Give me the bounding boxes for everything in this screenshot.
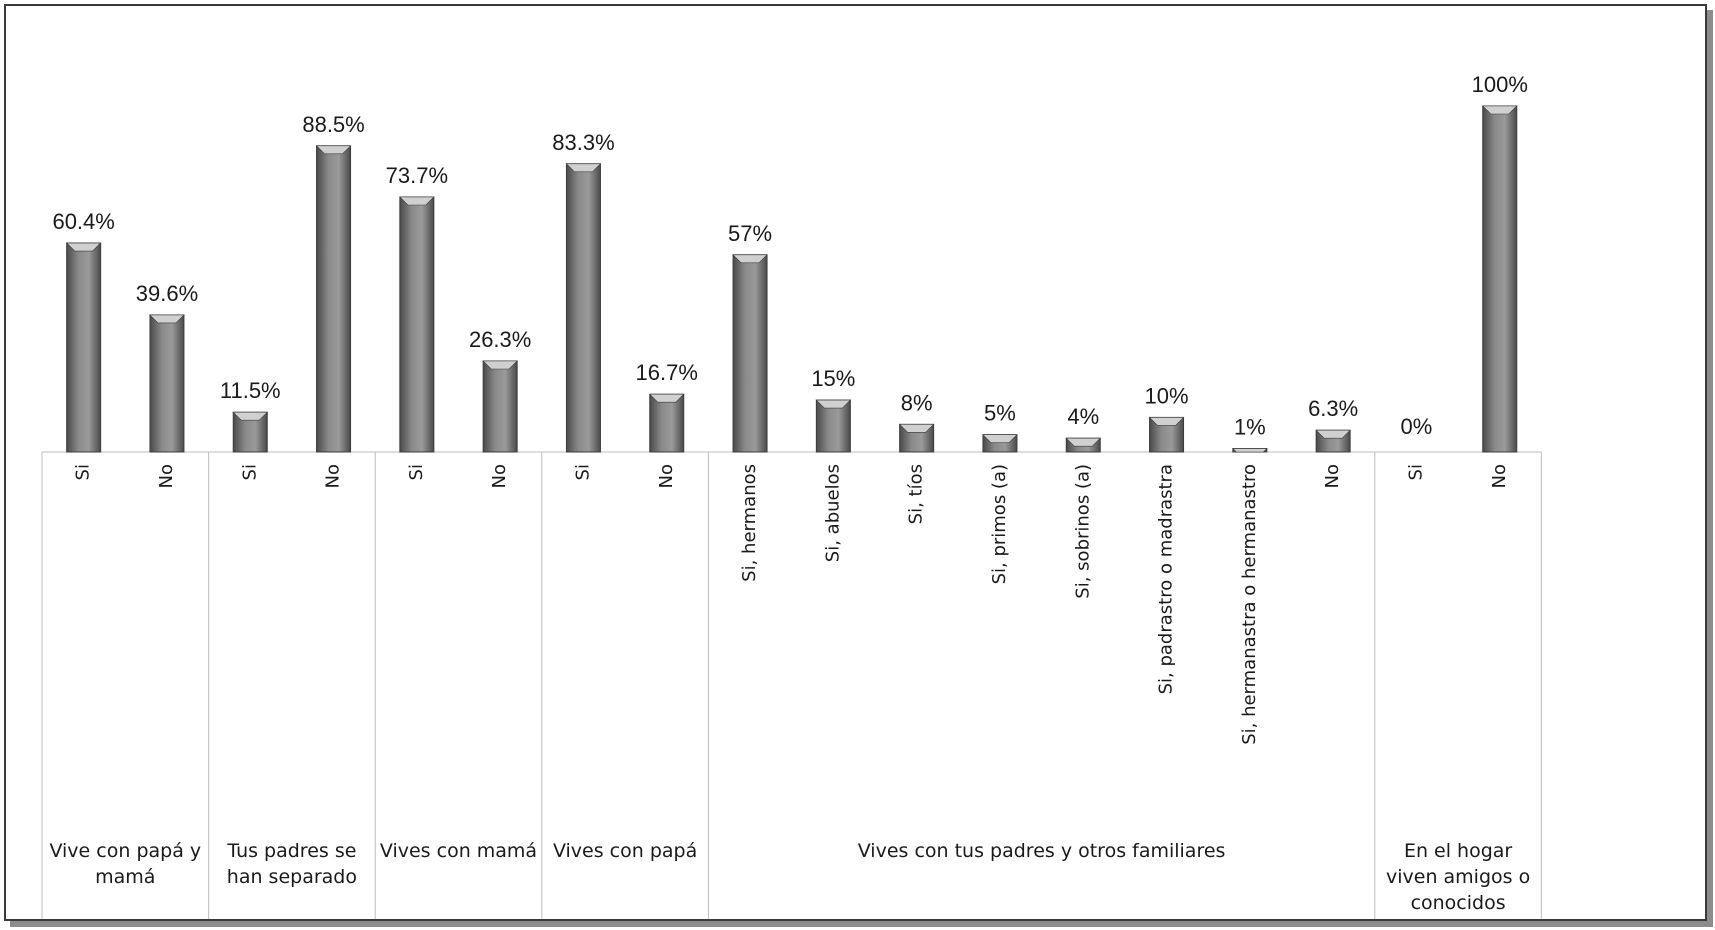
category-tick-label: Si, abuelos <box>822 464 843 562</box>
bar <box>1482 105 1518 453</box>
bar <box>815 399 852 453</box>
bar <box>1148 416 1185 453</box>
category-tick-label: Si, hermanos <box>739 464 760 582</box>
bar <box>898 423 935 453</box>
bar <box>649 393 685 453</box>
category-tick-label: Si, tíos <box>906 464 927 524</box>
bar <box>149 314 185 453</box>
category-tick-label: No <box>1489 464 1510 488</box>
bar <box>232 411 268 453</box>
chart-frame: 60.4% Si 39.6% No 11.5% Si 88.5% No 73.7% Si 26.3%… <box>4 4 1707 921</box>
group-label: Vives con papá <box>552 840 698 862</box>
bar <box>399 196 435 453</box>
data-label: 6.3% <box>1308 396 1358 421</box>
category-tick-label: No <box>1322 464 1343 488</box>
data-label: 8% <box>901 390 933 415</box>
data-label: 39.6% <box>136 281 198 306</box>
data-label: 57% <box>728 221 772 246</box>
data-label: 10% <box>1145 383 1189 408</box>
bar <box>482 360 518 453</box>
category-tick-label: No <box>656 464 677 488</box>
bar <box>732 254 768 453</box>
bar <box>982 434 1018 453</box>
bar <box>315 145 352 453</box>
category-tick-label: Si, padrastro o madrastra <box>1156 464 1177 694</box>
data-label: 1% <box>1234 415 1266 440</box>
bar <box>1065 437 1101 453</box>
category-tick-label: Si <box>239 464 260 480</box>
group-label: En el hogar viven amigos o conocidos <box>1385 840 1531 914</box>
category-tick-label: Si, primos (a) <box>989 464 1010 584</box>
data-label: 0% <box>1401 414 1433 439</box>
data-label: 100% <box>1472 72 1528 97</box>
bar-chart: 60.4% Si 39.6% No 11.5% Si 88.5% No 73.7% Si 26.3%… <box>41 72 1542 919</box>
category-tick-label: No <box>156 464 177 488</box>
data-label: 11.5% <box>220 378 281 403</box>
bar <box>1315 429 1351 453</box>
data-label: 60.4% <box>52 209 114 234</box>
group-label: Tus padres se han separado <box>226 840 357 888</box>
bar <box>65 242 102 453</box>
group-label: Vives con tus padres y otros familiares <box>857 840 1226 862</box>
category-tick-label: Si, hermanastra o hermanastro <box>1239 464 1260 745</box>
category-tick-label: Si, sobrinos (a) <box>1072 464 1093 599</box>
data-label: 83.3% <box>552 130 614 155</box>
data-label: 15% <box>811 366 855 391</box>
category-tick-label: Si <box>572 464 593 480</box>
data-label: 26.3% <box>469 327 531 352</box>
category-tick-label: Si <box>1405 464 1426 480</box>
group-label: Vives con mamá <box>379 840 538 862</box>
category-tick-label: Si <box>406 464 427 480</box>
category-tick-label: No <box>323 464 344 488</box>
category-tick-label: Si <box>73 464 94 480</box>
data-label: 5% <box>984 401 1016 426</box>
data-label: 73.7% <box>386 163 448 188</box>
group-label: Vive con papá y mamá <box>49 840 202 888</box>
data-label: 16.7% <box>636 360 698 385</box>
category-tick-label: No <box>489 464 510 488</box>
bar <box>565 163 602 453</box>
data-label: 4% <box>1067 404 1099 429</box>
bar <box>1232 448 1268 453</box>
data-label: 88.5% <box>302 112 364 137</box>
